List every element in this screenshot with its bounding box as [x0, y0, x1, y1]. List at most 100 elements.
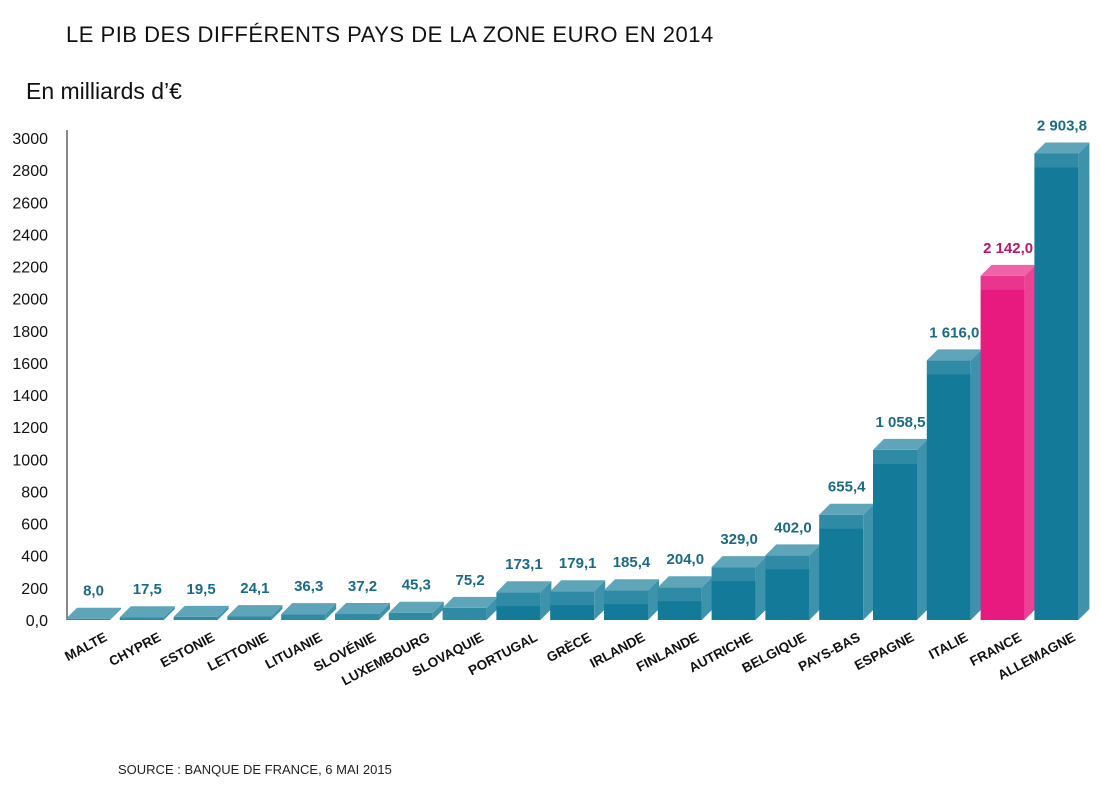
bar-malte: [66, 607, 121, 620]
bar-side: [379, 603, 390, 620]
bar-sheen: [1034, 153, 1079, 168]
y-tick-label: 1400: [12, 388, 48, 405]
bar-sheen: [119, 617, 164, 620]
bar-front: [604, 590, 648, 620]
bar-front: [227, 616, 272, 620]
y-tick-label: 3000: [12, 131, 48, 148]
source-note: SOURCE : BANQUE DE FRANCE, 6 MAI 2015: [118, 762, 392, 777]
bar-side: [163, 606, 175, 620]
bar-slovaquie: [442, 596, 498, 620]
bar-side: [432, 601, 444, 620]
bar-top: [980, 264, 1036, 276]
bar-side: [917, 438, 928, 620]
y-axis-unit-label: En milliards d’€: [26, 78, 182, 104]
bar-front: [765, 555, 810, 620]
bar-top: [173, 605, 229, 617]
bar-front: [335, 614, 379, 620]
bar-side: [271, 605, 283, 620]
value-label: 45,3: [402, 577, 431, 594]
bar-front: [388, 612, 433, 620]
value-label: 179,1: [559, 555, 597, 572]
bar-top: [873, 438, 928, 450]
bar-top: [281, 603, 337, 615]
bar-front: [926, 360, 971, 620]
bar-estonie: [173, 605, 229, 620]
bar-side: [863, 503, 875, 620]
bar-top: [711, 556, 767, 568]
bar-side: [701, 576, 713, 620]
bar-belgique: [765, 544, 821, 620]
y-tick-label: 2000: [12, 292, 48, 309]
value-label: 185,4: [613, 554, 651, 571]
y-tick-label: 1800: [12, 324, 48, 341]
bar-front: [66, 618, 110, 620]
value-label: 173,1: [505, 556, 543, 573]
bar-sheen: [873, 449, 917, 464]
category-label: ITALIE: [926, 629, 970, 662]
bar-top: [765, 544, 821, 556]
bar-allemagne: [1034, 142, 1090, 621]
bar-luxembourg: [388, 601, 444, 620]
bar-top: [388, 601, 444, 613]
bar-autriche: [711, 556, 767, 620]
bar-france: [980, 264, 1036, 620]
bar-finlande: [657, 576, 713, 620]
value-label: 37,2: [348, 578, 377, 595]
bar-front: [873, 449, 917, 620]
bar-side: [1078, 142, 1090, 621]
bar-side: [110, 607, 121, 620]
category-label: ESPAGNE: [852, 629, 916, 673]
bar-sheen: [711, 567, 756, 582]
y-tick-label: 1600: [12, 356, 48, 373]
bar-top: [819, 503, 875, 515]
bar-sheen: [388, 612, 433, 620]
bar-sheen: [604, 590, 648, 605]
y-tick-label: 2600: [12, 195, 48, 212]
category-label: CHYPRE: [106, 629, 163, 669]
bar-sheen: [281, 614, 326, 620]
bar-top: [335, 603, 390, 615]
category-label: GRÈCE: [544, 629, 593, 665]
bar-sheen: [335, 614, 379, 620]
y-tick-label: 1200: [12, 420, 48, 437]
category-label: MALTE: [62, 629, 109, 664]
y-tick-label: 800: [21, 484, 48, 501]
bar-sheen: [980, 275, 1025, 290]
value-label: 1 058,5: [875, 414, 925, 431]
bar-sheen: [66, 618, 110, 620]
bar-irlande: [604, 579, 659, 620]
bar-side: [594, 580, 606, 620]
value-label: 17,5: [133, 581, 162, 598]
value-label: 1 616,0: [929, 324, 979, 341]
bar-italie: [926, 349, 982, 620]
bar-sheen: [550, 591, 595, 606]
bar-front: [496, 592, 541, 620]
bar-side: [217, 605, 229, 620]
bar-side: [755, 556, 767, 620]
bar-top: [550, 580, 606, 592]
value-label: 19,5: [186, 581, 215, 598]
bar-side: [325, 603, 337, 620]
bar-top: [496, 581, 552, 593]
bar-slovénie: [335, 603, 390, 620]
category-label: PAYS-BAS: [796, 629, 863, 674]
bar-front: [657, 587, 702, 620]
bar-top: [1034, 142, 1090, 154]
bar-front: [173, 616, 218, 620]
bar-front: [119, 617, 164, 620]
chart-title: LE PIB DES DIFFÉRENTS PAYS DE LA ZONE EU…: [66, 22, 714, 47]
value-label: 8,0: [83, 583, 104, 600]
bar-side: [648, 579, 659, 620]
y-tick-label: 2400: [12, 227, 48, 244]
bar-lituanie: [281, 603, 337, 620]
value-label: 24,1: [240, 580, 269, 597]
bar-sheen: [496, 592, 541, 607]
bar-lettonie: [227, 605, 283, 620]
bar-pays-bas: [819, 503, 875, 620]
y-tick-label: 2800: [12, 163, 48, 180]
y-axis: 0,0 200 400 600 800 1000 1200 1400 1600 1800 2000 2…: [12, 130, 68, 630]
bar-side: [809, 544, 821, 620]
value-label: 75,2: [455, 572, 484, 589]
bar-top: [227, 605, 283, 617]
